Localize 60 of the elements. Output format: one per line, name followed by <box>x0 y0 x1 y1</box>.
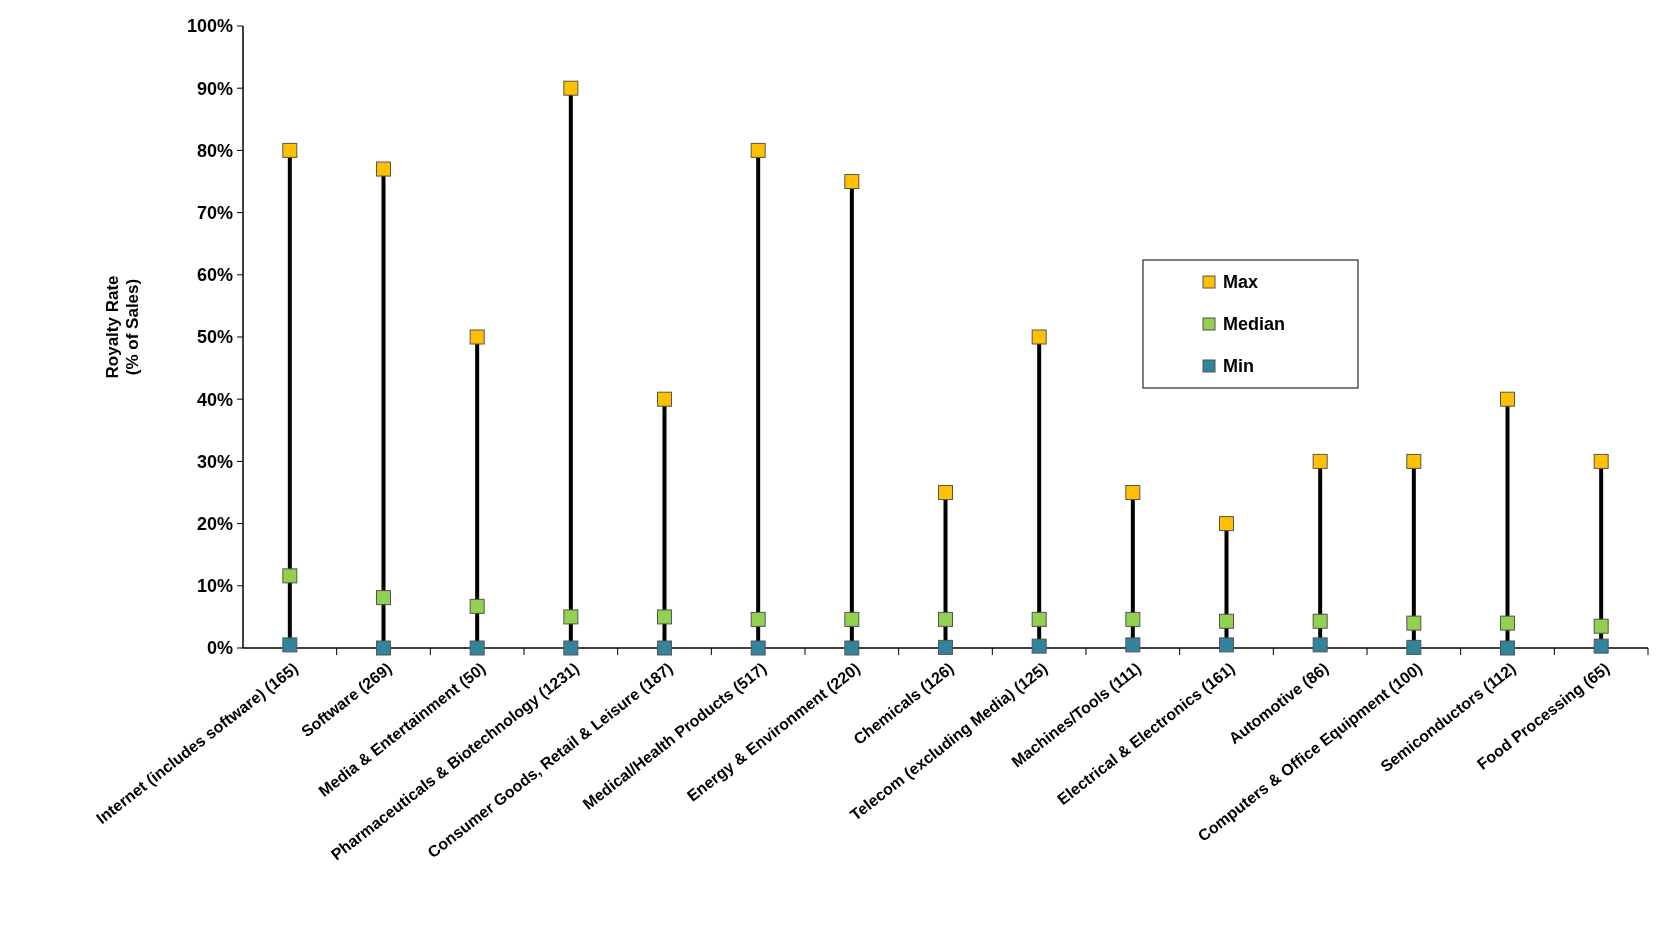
y-tick-label: 60% <box>196 265 233 286</box>
point <box>750 142 766 158</box>
point <box>1219 516 1234 532</box>
point <box>1593 453 1609 469</box>
point <box>282 637 298 653</box>
point <box>1219 637 1234 653</box>
point <box>563 80 579 96</box>
point <box>1031 329 1047 345</box>
point <box>469 640 485 656</box>
point <box>1500 640 1515 656</box>
point <box>1031 638 1047 654</box>
point <box>376 590 391 606</box>
point <box>750 611 766 627</box>
point <box>563 609 579 625</box>
point <box>1500 391 1515 407</box>
y-tick-label: 40% <box>196 389 233 410</box>
y-tick-label: 10% <box>196 576 233 597</box>
point <box>1125 637 1141 653</box>
point <box>938 485 953 500</box>
point <box>1219 613 1234 629</box>
point <box>750 640 766 656</box>
point <box>469 329 485 345</box>
point <box>563 640 579 656</box>
y-tick-label: 100% <box>186 16 233 37</box>
legend-label: Min <box>1223 356 1254 377</box>
point <box>282 142 298 158</box>
point <box>1593 638 1609 654</box>
y-tick-label: 80% <box>196 140 233 161</box>
point <box>657 391 672 407</box>
point <box>1125 485 1141 500</box>
point <box>844 640 860 656</box>
y-tick-label: 70% <box>196 202 233 223</box>
point <box>376 161 391 177</box>
point <box>1031 611 1047 627</box>
point <box>844 174 860 189</box>
y-tick-label: 20% <box>196 513 233 534</box>
point <box>282 568 298 584</box>
point <box>938 611 953 627</box>
point <box>844 611 860 627</box>
point <box>938 639 953 655</box>
point <box>1312 637 1328 653</box>
y-tick-label: 90% <box>196 78 233 99</box>
point <box>1500 615 1515 631</box>
point <box>1312 613 1328 629</box>
y-tick-label: 0% <box>206 638 233 659</box>
point <box>1312 453 1328 469</box>
y-tick-label: 30% <box>196 451 233 472</box>
point <box>1406 453 1422 469</box>
point <box>1125 611 1141 627</box>
point <box>469 598 485 614</box>
point <box>1593 618 1609 634</box>
point <box>657 640 672 656</box>
y-axis-title: Royalty Rate (% of Sales) <box>103 275 142 379</box>
point <box>1406 639 1422 655</box>
legend-label: Max <box>1223 272 1259 293</box>
legend-label: Median <box>1223 314 1286 335</box>
point <box>376 640 391 656</box>
point <box>1406 615 1422 631</box>
y-tick-label: 50% <box>196 327 233 348</box>
point <box>657 609 672 625</box>
